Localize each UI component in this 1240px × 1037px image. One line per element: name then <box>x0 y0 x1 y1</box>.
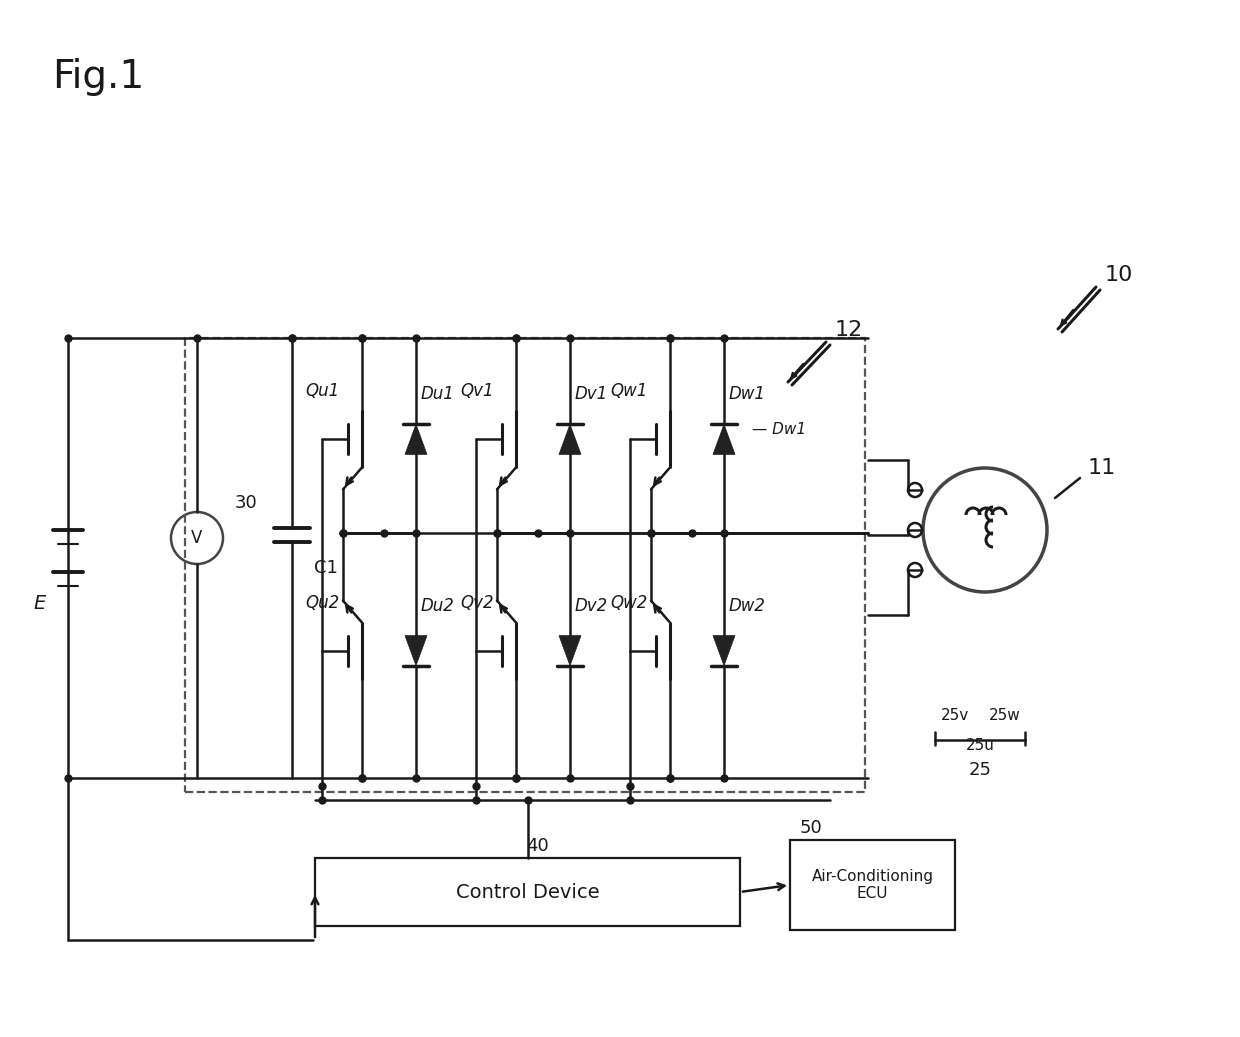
Text: Fig.1: Fig.1 <box>52 58 144 96</box>
Text: Qv2: Qv2 <box>460 593 494 612</box>
Polygon shape <box>559 636 582 666</box>
Text: 12: 12 <box>835 320 863 340</box>
Text: Dv1: Dv1 <box>575 386 609 403</box>
Text: 25: 25 <box>968 761 992 779</box>
Text: 25w: 25w <box>990 707 1021 723</box>
Text: Qu2: Qu2 <box>306 593 340 612</box>
Text: Du2: Du2 <box>422 596 455 615</box>
Text: 11: 11 <box>1087 458 1116 478</box>
Text: 50: 50 <box>800 819 823 837</box>
Text: Du1: Du1 <box>422 386 455 403</box>
Bar <box>185 338 866 792</box>
Text: Dv2: Dv2 <box>575 596 609 615</box>
Text: Qu1: Qu1 <box>306 383 340 400</box>
Bar <box>790 840 955 930</box>
Text: Qw1: Qw1 <box>610 383 649 400</box>
Text: 25u: 25u <box>966 737 994 753</box>
Polygon shape <box>405 424 427 454</box>
Text: 40: 40 <box>526 837 549 854</box>
Text: Qw2: Qw2 <box>610 593 649 612</box>
Polygon shape <box>559 424 582 454</box>
Text: Control Device: Control Device <box>455 882 599 901</box>
Text: Dw1: Dw1 <box>729 386 766 403</box>
Text: Qv1: Qv1 <box>460 383 494 400</box>
Text: Air-Conditioning
ECU: Air-Conditioning ECU <box>811 869 934 901</box>
Text: 30: 30 <box>236 494 258 512</box>
Text: Dw2: Dw2 <box>729 596 766 615</box>
Polygon shape <box>713 424 735 454</box>
Text: 25v: 25v <box>941 707 970 723</box>
Polygon shape <box>405 636 427 666</box>
Bar <box>315 858 740 926</box>
Text: 10: 10 <box>1105 265 1133 285</box>
Text: V: V <box>191 529 202 546</box>
Text: C1: C1 <box>314 559 337 577</box>
Polygon shape <box>713 636 735 666</box>
Text: — Dw1: — Dw1 <box>751 422 806 437</box>
Text: E: E <box>33 593 46 613</box>
